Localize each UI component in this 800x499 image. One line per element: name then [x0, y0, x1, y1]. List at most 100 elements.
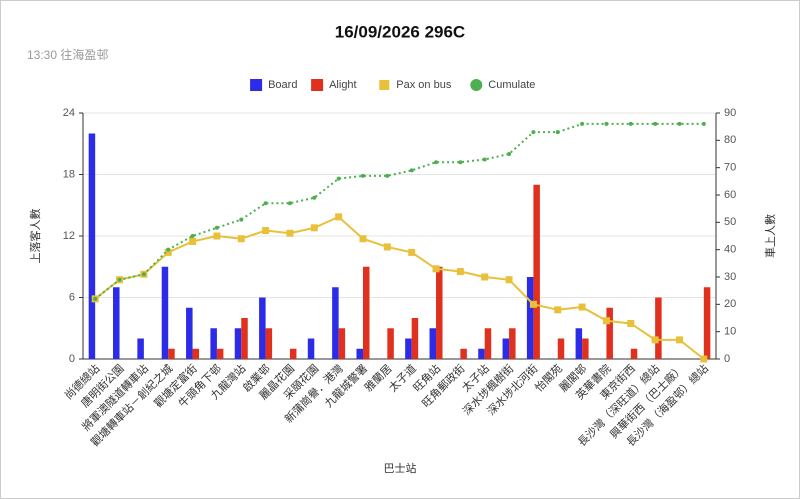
point: [505, 276, 513, 284]
point: [360, 173, 365, 178]
bar: [137, 338, 144, 359]
y-tick-label: 6: [69, 291, 75, 303]
y2-tick-label: 20: [724, 298, 736, 310]
point: [529, 300, 537, 308]
line: [94, 215, 705, 360]
x-axis-label: 巴士站: [384, 461, 417, 475]
bar: [307, 338, 315, 359]
bar: [362, 266, 370, 359]
bar: [630, 348, 638, 359]
point: [213, 232, 221, 240]
y2-axis-label: 車上人數: [763, 214, 777, 258]
bar: [168, 348, 175, 359]
point: [700, 355, 708, 363]
bar: [387, 328, 394, 359]
bar: [405, 338, 412, 359]
point: [554, 306, 562, 314]
y-tick-label: 0: [69, 353, 75, 365]
point: [287, 201, 292, 206]
point: [141, 272, 146, 277]
bar: [478, 348, 485, 359]
legend-label: Pax on bus: [396, 79, 452, 91]
point: [628, 121, 633, 126]
bar: [575, 328, 583, 359]
point: [701, 121, 706, 126]
point: [189, 237, 197, 245]
point: [458, 160, 463, 165]
point: [237, 235, 245, 243]
point: [263, 201, 268, 206]
point: [359, 235, 367, 243]
point: [456, 268, 464, 276]
point: [482, 157, 487, 162]
bar: [332, 287, 339, 359]
point: [336, 176, 341, 181]
y-tick-label: 24: [63, 107, 75, 119]
point: [385, 173, 390, 178]
point: [262, 227, 270, 235]
bar: [502, 338, 510, 359]
bar: [703, 287, 711, 359]
point: [580, 121, 585, 126]
legend-label: Cumulate: [488, 79, 535, 91]
point: [677, 121, 682, 126]
bar: [356, 348, 363, 359]
bar: [210, 328, 217, 359]
point: [555, 130, 560, 135]
y2-tick-label: 90: [724, 107, 736, 119]
bar: [289, 348, 297, 359]
line: [94, 122, 704, 300]
y2-tick-label: 60: [724, 189, 736, 201]
y-tick-label: 12: [63, 230, 75, 242]
bar: [113, 287, 120, 359]
point: [166, 247, 171, 252]
bar: [606, 307, 613, 359]
point: [214, 225, 219, 230]
y-axis-label: 上落客人數: [28, 209, 42, 264]
point: [312, 195, 317, 200]
point: [627, 319, 635, 327]
point: [239, 217, 244, 222]
y2-tick-label: 0: [724, 353, 730, 365]
point: [383, 243, 391, 251]
point: [481, 273, 489, 281]
y2-tick-label: 50: [724, 216, 736, 228]
legend-swatch: [250, 79, 263, 91]
point: [434, 160, 439, 165]
point: [335, 213, 343, 221]
bar: [509, 328, 516, 359]
bar: [161, 266, 169, 359]
bar: [241, 318, 248, 359]
y2-tick-label: 10: [724, 326, 736, 338]
bar: [216, 348, 224, 359]
legend-label: Board: [268, 79, 297, 91]
point: [117, 277, 122, 282]
bar: [411, 318, 419, 359]
y2-tick-label: 30: [724, 271, 736, 283]
point: [507, 152, 512, 156]
bar: [557, 338, 565, 359]
legend-label: Alight: [329, 79, 357, 91]
bar: [526, 277, 534, 359]
bar: [533, 184, 540, 359]
point: [653, 121, 658, 126]
bar: [582, 338, 589, 359]
point: [651, 336, 659, 344]
point: [286, 229, 294, 237]
y2-tick-label: 70: [724, 162, 736, 174]
point: [604, 121, 609, 126]
y2-tick-label: 80: [724, 134, 736, 146]
bar: [338, 328, 346, 359]
legend-swatch: [470, 79, 483, 91]
point: [164, 248, 172, 256]
point: [409, 168, 414, 173]
point: [190, 234, 195, 238]
chart-subtitle: 13:30 往海盈邨: [27, 47, 108, 62]
point: [675, 336, 683, 344]
bar: [234, 328, 242, 359]
y2-tick-label: 40: [724, 244, 736, 256]
bar: [484, 328, 492, 359]
legend-swatch: [379, 80, 390, 90]
y-tick-label: 18: [63, 168, 75, 180]
